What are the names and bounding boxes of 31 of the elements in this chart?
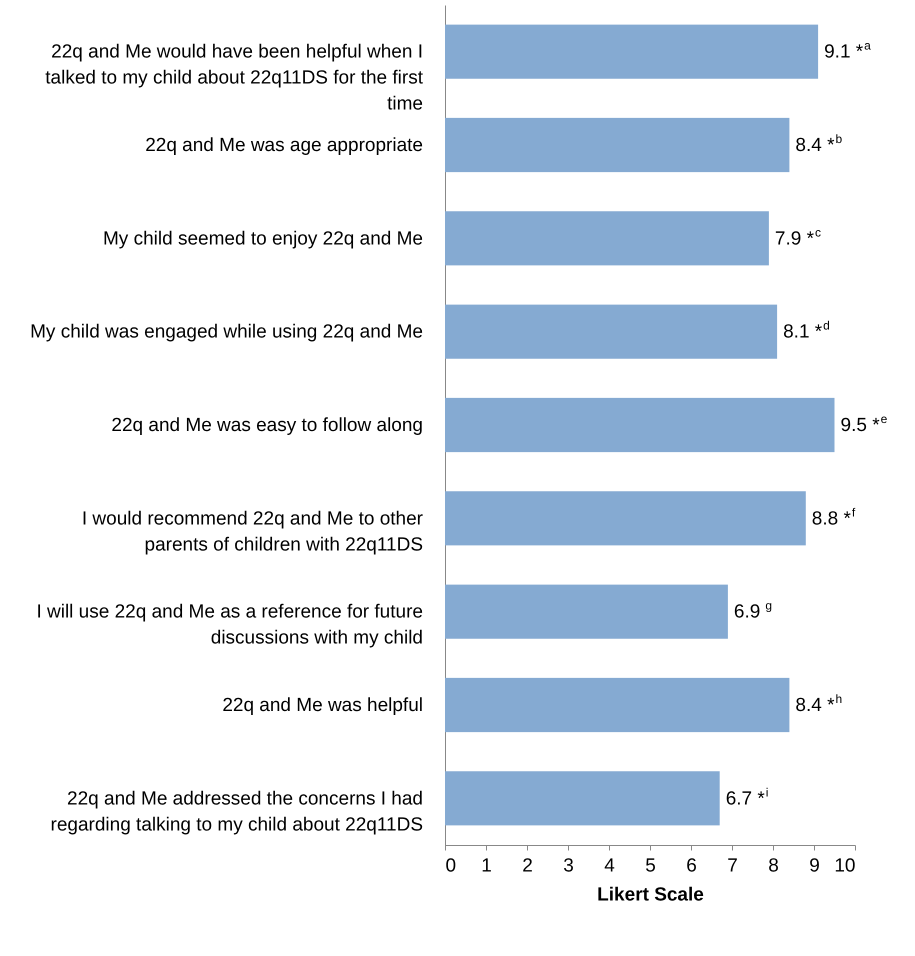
x-tick-label: 1 — [481, 856, 492, 876]
y-tick-label: 22q and Me was age appropriate — [145, 135, 423, 156]
x-tick-label: 5 — [645, 856, 656, 876]
x-axis-title: Likert Scale — [597, 884, 704, 906]
y-tick-label: 22q and Me was helpful — [222, 695, 423, 716]
bar — [445, 398, 834, 452]
y-tick-label: I would recommend 22q and Me to other parents of children with 22q11DS — [82, 508, 424, 556]
text: 6.9 g — [734, 598, 772, 623]
y-tick-label: 22q and Me addressed the concerns I had regarding talking to my child about 22q11DS — [50, 788, 423, 836]
bar — [445, 678, 790, 732]
x-tick-label: 4 — [604, 856, 616, 876]
y-tick-label: My child seemed to enjoy 22q and Me — [102, 228, 423, 250]
x-tick-label: 2 — [522, 856, 533, 876]
y-tick-label: My child was engaged while using 22q and Me — [30, 322, 423, 343]
bar — [445, 584, 728, 639]
y-tick-label: I will use 22q and Me as a reference for future discussions with my child — [36, 602, 423, 649]
y-tick-label: 22q and Me would have been helpful when I talked to my child about 22q11DS for the first time — [45, 42, 424, 115]
bar — [445, 771, 720, 826]
bar — [445, 211, 769, 266]
x-tick-label: 8 — [768, 856, 779, 876]
bar — [445, 24, 818, 79]
x-tick-label: 3 — [563, 856, 574, 876]
bar — [445, 304, 778, 359]
x-tick-label: 9 — [809, 856, 820, 876]
x-tick-label: 0 — [446, 856, 456, 876]
x-tick-label: 6 — [686, 856, 697, 876]
bar — [445, 118, 790, 172]
bar — [445, 491, 806, 546]
x-tick-label: 7 — [727, 856, 738, 876]
y-tick-label: 22q and Me was easy to follow along — [111, 415, 423, 436]
x-tick-label: 10 — [834, 856, 856, 876]
